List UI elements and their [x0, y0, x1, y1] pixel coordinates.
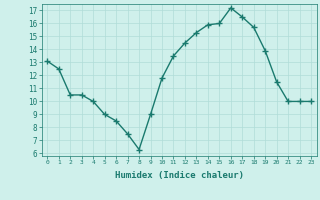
X-axis label: Humidex (Indice chaleur): Humidex (Indice chaleur) [115, 171, 244, 180]
